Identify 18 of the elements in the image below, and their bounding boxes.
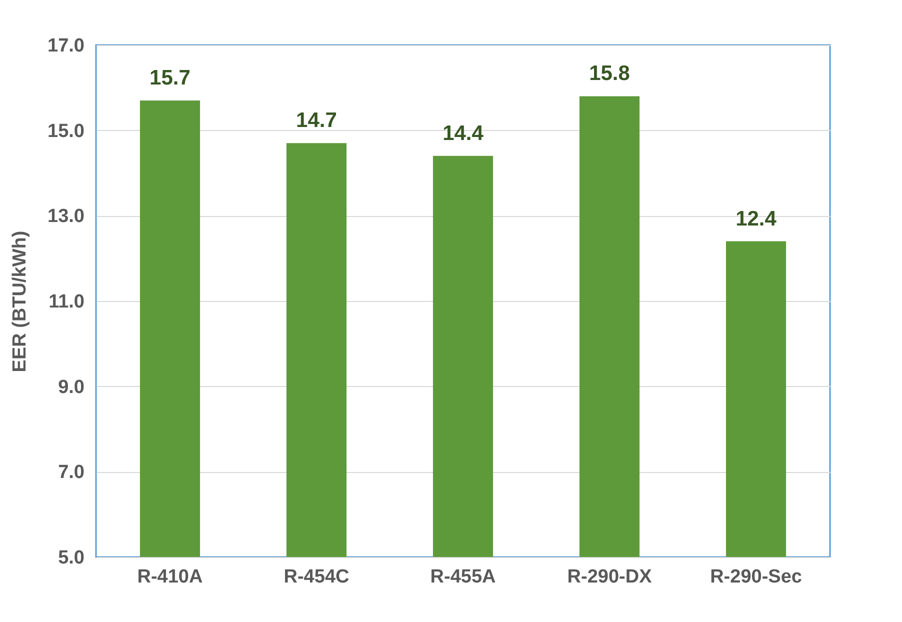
x-tick-label: R-290-DX bbox=[567, 566, 652, 588]
x-tick-label: R-290-Sec bbox=[710, 566, 802, 588]
y-tick-label: 5.0 bbox=[58, 548, 84, 568]
y-tick-label: 9.0 bbox=[58, 376, 84, 398]
data-label: 14.4 bbox=[442, 122, 484, 145]
data-label: 14.7 bbox=[296, 109, 337, 132]
data-label: 12.4 bbox=[736, 207, 777, 230]
data-label: 15.7 bbox=[150, 66, 190, 90]
data-label: 15.8 bbox=[589, 62, 630, 86]
y-tick-label: 7.0 bbox=[58, 462, 84, 484]
x-tick-label: R-455A bbox=[430, 566, 496, 588]
x-tick-label: R-454C bbox=[284, 566, 350, 588]
y-axis-title: EER (BTU/kWh) bbox=[10, 230, 31, 372]
y-tick-label: 13.0 bbox=[48, 206, 84, 228]
y-tick-label: 11.0 bbox=[48, 292, 84, 312]
y-tick-label: 15.0 bbox=[48, 120, 84, 142]
y-tick-label: 17.0 bbox=[48, 36, 84, 56]
x-tick-label: R-410A bbox=[137, 566, 203, 588]
